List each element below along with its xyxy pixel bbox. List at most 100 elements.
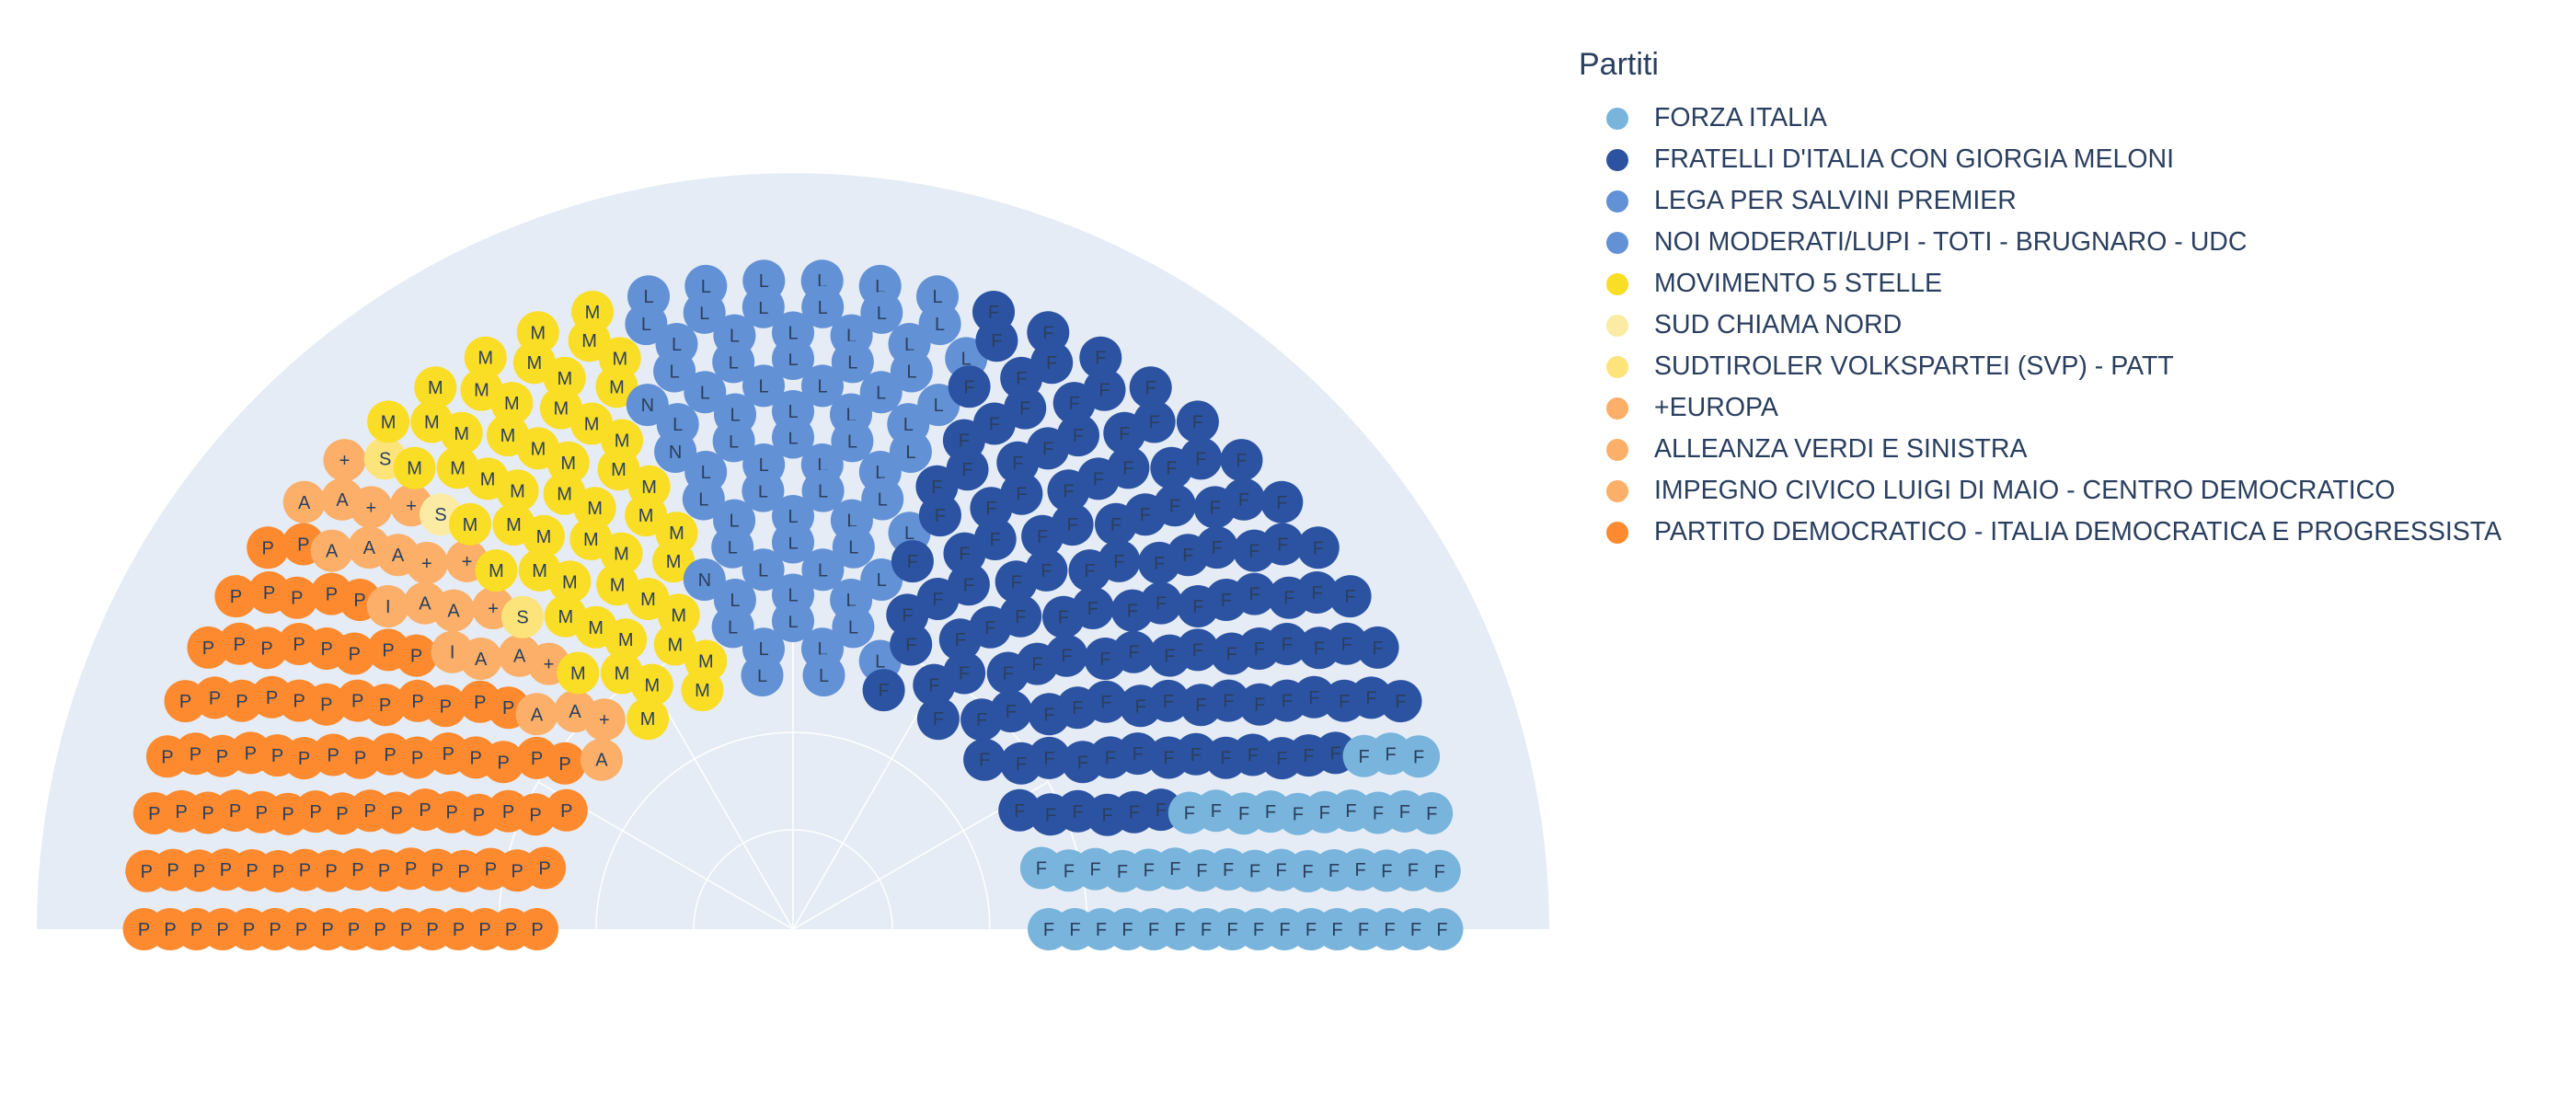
seat-marker xyxy=(275,576,318,619)
seat-label: F xyxy=(1156,594,1167,615)
seat-label: F xyxy=(1101,806,1112,826)
seat: L xyxy=(859,371,903,414)
legend-item[interactable]: ALLEANZA VERDI E SINISTRA xyxy=(1579,429,2554,470)
seat: L xyxy=(861,477,904,521)
seat-marker xyxy=(742,627,785,671)
seat-label: P xyxy=(190,920,202,940)
seat-label: M xyxy=(583,530,599,550)
seat-label: P xyxy=(531,749,543,769)
seat-label: F xyxy=(1069,920,1080,940)
seat-label: F xyxy=(959,431,970,452)
seat-label: F xyxy=(1354,860,1365,880)
seat-label: A xyxy=(392,546,405,566)
seat-marker xyxy=(684,371,727,414)
seat-marker xyxy=(1098,539,1141,582)
grid-spoke xyxy=(645,673,794,930)
seat-marker xyxy=(464,336,507,379)
seat: F xyxy=(947,563,990,606)
seat-label: P xyxy=(246,861,258,881)
seat-label: P xyxy=(478,920,490,940)
seat-label: F xyxy=(1154,554,1165,574)
seat-label: F xyxy=(1072,698,1083,719)
seat-label: F xyxy=(1174,920,1185,940)
seat-label: P xyxy=(384,745,396,765)
legend-item[interactable]: SUDTIROLER VOLKSPARTEI (SVP) - PATT xyxy=(1579,346,2554,387)
seat-marker xyxy=(890,623,933,666)
seat: F xyxy=(1220,439,1263,482)
seat-label: F xyxy=(1381,861,1392,881)
seat: L xyxy=(742,627,785,671)
seat-label: M xyxy=(611,460,627,480)
seat-label: F xyxy=(979,751,990,771)
seat-label: P xyxy=(512,861,523,881)
legend-item[interactable]: MOVIMENTO 5 STELLE xyxy=(1579,263,2554,305)
seat-label: P xyxy=(161,747,173,767)
legend-label: FRATELLI D'ITALIA CON GIORGIA MELONI xyxy=(1654,144,2175,174)
seat-marker xyxy=(544,742,586,785)
seat-label: L xyxy=(729,352,739,373)
seat-marker xyxy=(475,549,518,592)
seat-label: P xyxy=(470,748,482,768)
seat-label: L xyxy=(643,287,653,307)
legend-item[interactable]: IMPEGNO CIVICO LUIGI DI MAIO - CENTRO DE… xyxy=(1579,470,2554,512)
legend-item[interactable]: +EUROPA xyxy=(1579,387,2554,429)
seat-label: F xyxy=(1283,589,1294,609)
seat-label: F xyxy=(1220,749,1231,769)
legend-item[interactable]: FRATELLI D'ITALIA CON GIORGIA MELONI xyxy=(1579,139,2554,180)
legend-item[interactable]: LEGA PER SALVINI PREMIER xyxy=(1579,180,2554,222)
seat-label: F xyxy=(1041,561,1052,581)
seat-marker xyxy=(713,314,756,357)
legend-item[interactable]: SUD CHIAMA NORD xyxy=(1579,305,2554,346)
seat-label: M xyxy=(588,618,604,638)
seat-marker xyxy=(522,514,565,558)
seat-label: F xyxy=(1110,515,1121,535)
legend-item[interactable]: PARTITO DEMOCRATICO - ITALIA DEMOCRATICA… xyxy=(1579,512,2554,553)
seat: A xyxy=(432,589,476,632)
seat-marker xyxy=(501,595,544,638)
seat-marker xyxy=(548,560,592,604)
seat-label: F xyxy=(933,709,944,730)
seat-label: F xyxy=(1293,805,1304,825)
seat-label: F xyxy=(955,630,966,650)
seat-label: F xyxy=(1248,542,1259,562)
seat-marker xyxy=(1079,336,1122,379)
seat: F xyxy=(1129,366,1172,409)
seat-marker xyxy=(187,626,230,669)
seat: L xyxy=(713,314,756,357)
seat: L xyxy=(772,495,814,537)
legend-item[interactable]: FORZA ITALIA xyxy=(1579,98,2554,139)
seat-label: M xyxy=(450,458,466,478)
seat-label: M xyxy=(530,323,546,343)
seat-label: F xyxy=(1275,861,1286,881)
seat-label: P xyxy=(295,920,307,940)
seat-label: P xyxy=(293,692,305,712)
seat: F xyxy=(1195,526,1238,569)
seat: M xyxy=(604,618,648,661)
seat: F xyxy=(1140,581,1183,625)
seat: F xyxy=(1397,735,1441,778)
seat-marker xyxy=(363,684,407,727)
seat-label: F xyxy=(1192,597,1203,617)
seat-label: F xyxy=(1119,424,1130,444)
seat-label: P xyxy=(411,692,423,712)
seat-marker xyxy=(890,350,933,393)
seat-label: F xyxy=(1341,635,1352,655)
seat-label: P xyxy=(245,743,257,764)
seat: M xyxy=(490,382,534,425)
seat-marker xyxy=(772,495,814,537)
seat-marker xyxy=(1420,908,1464,950)
seat-label: F xyxy=(1042,323,1053,343)
seat-label: L xyxy=(846,512,857,532)
seat-label: P xyxy=(426,920,438,940)
seat-label: P xyxy=(309,802,321,822)
seat-marker xyxy=(861,477,904,521)
seat-label: P xyxy=(558,754,570,775)
seat-marker xyxy=(801,364,844,408)
seat-label: F xyxy=(1408,861,1419,881)
seat-label: + xyxy=(488,599,499,619)
legend-item[interactable]: NOI MODERATI/LUPI - TOTI - BRUGNARO - UD… xyxy=(1579,222,2554,263)
seat-label: P xyxy=(176,802,188,822)
seat: L xyxy=(832,605,875,649)
seat: F xyxy=(1233,572,1276,615)
seat-marker xyxy=(424,684,467,728)
